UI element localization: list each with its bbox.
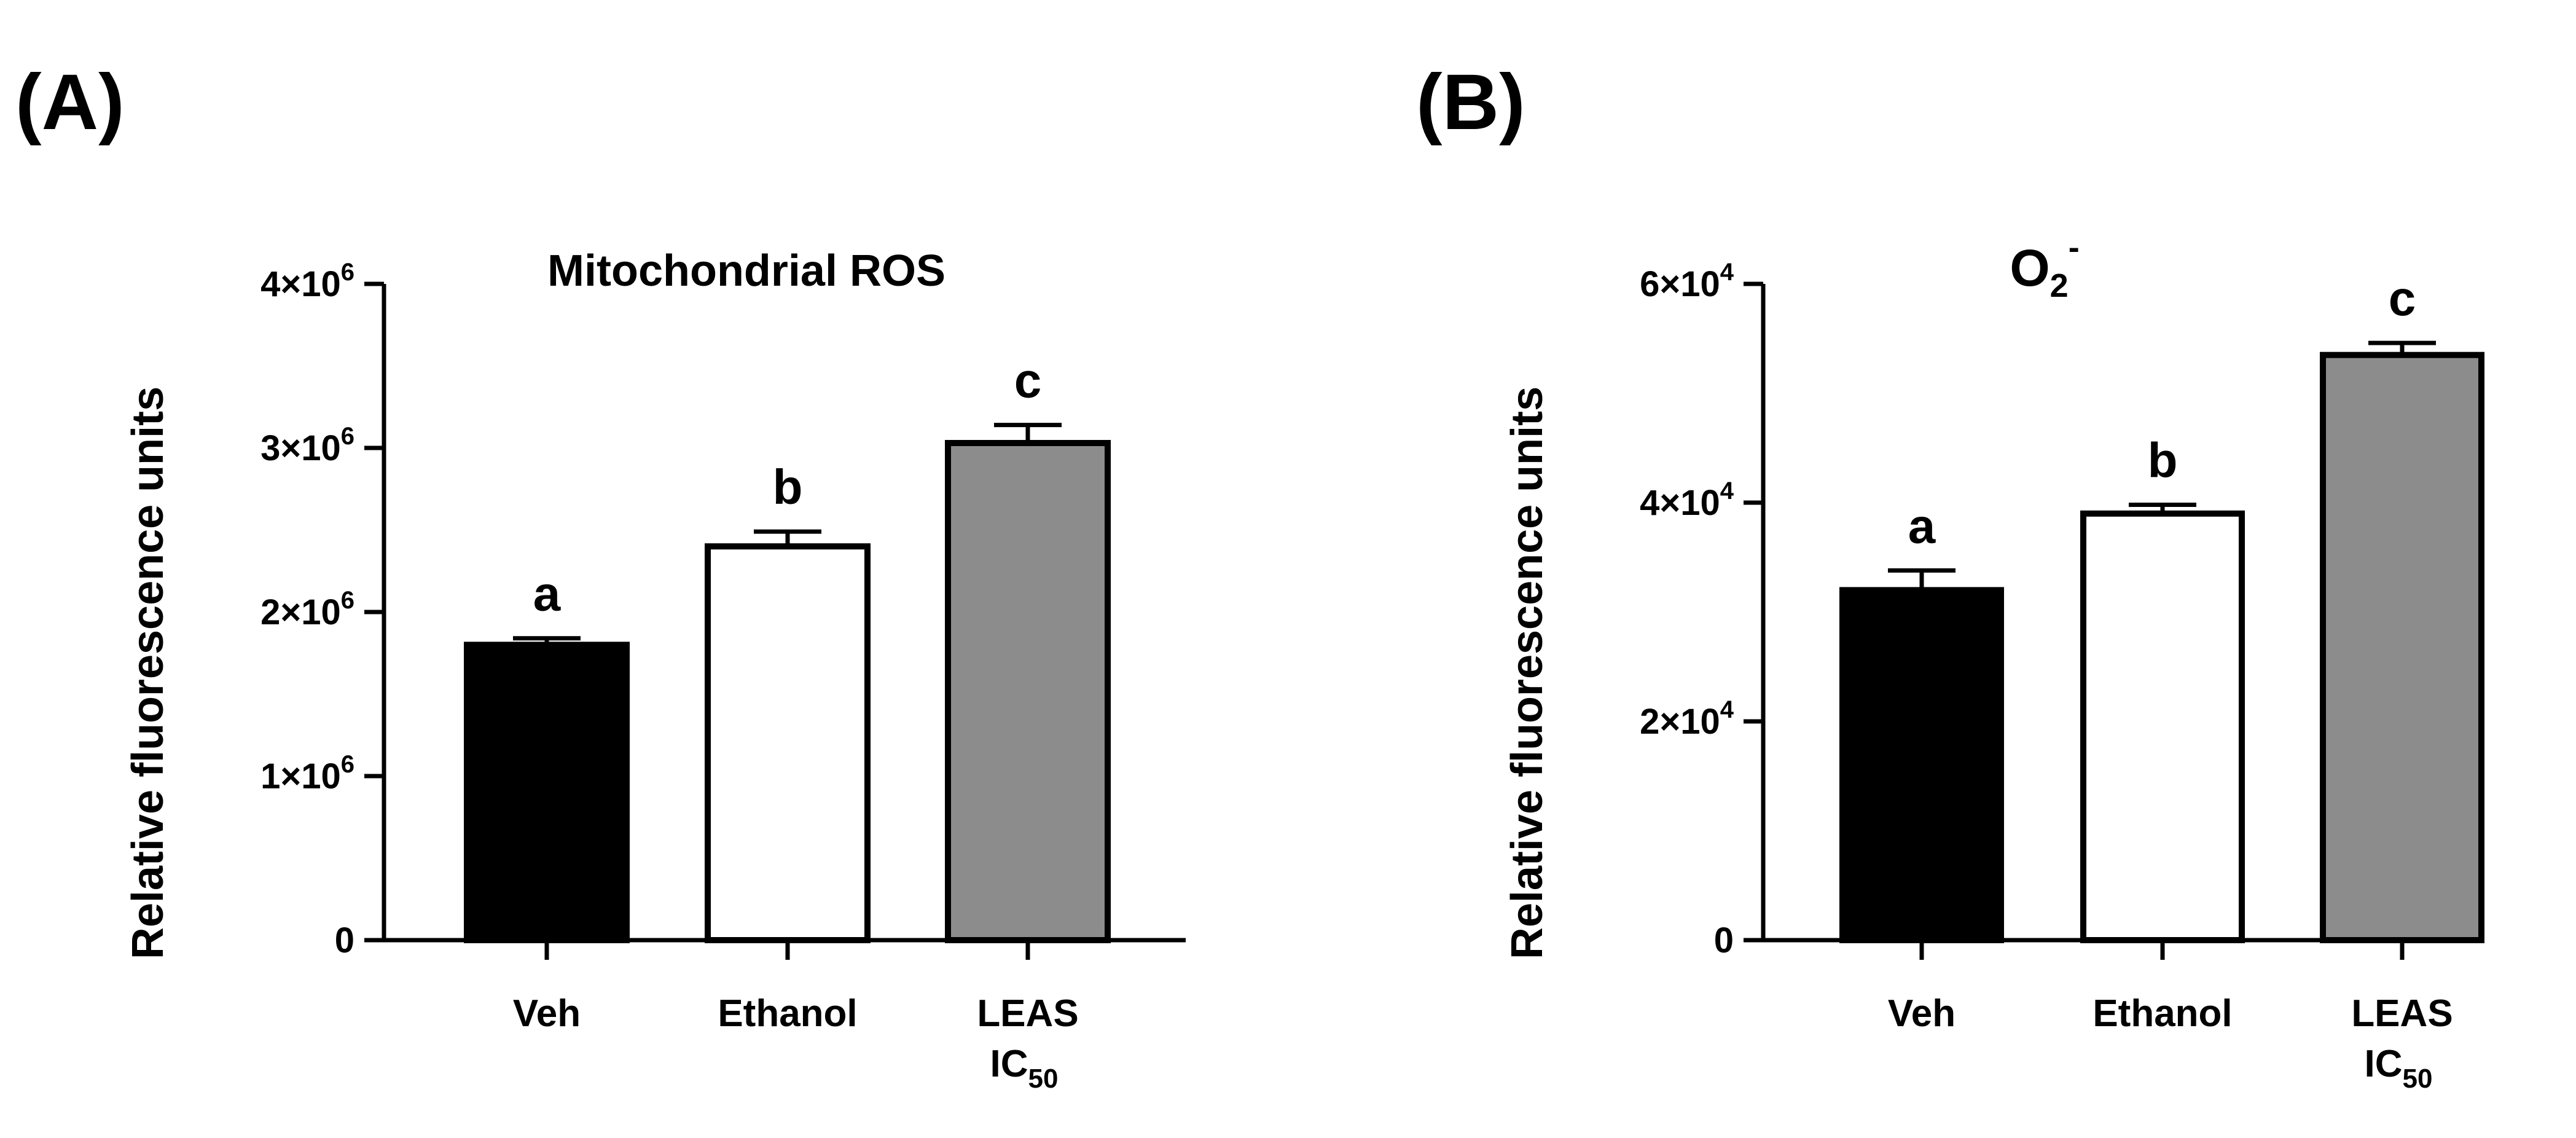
y-tick-exponent: 6 xyxy=(341,423,354,450)
category-main: IC xyxy=(2365,1043,2403,1085)
panel-b-y-tick-label: 2×104 xyxy=(1640,696,1734,742)
panel-b: (B) O2- Relative fluorescence units 0 2×1… xyxy=(1416,58,2484,1094)
panel-a-category-label-line2: IC50 xyxy=(990,1043,1059,1094)
panel-a-y-axis-label: Relative fluorescence units xyxy=(123,387,173,959)
panel-a-y-tick-label: 3×106 xyxy=(260,423,354,468)
panel-a-y-tick-label: 0 xyxy=(335,920,354,960)
panel-b-significance-letter: a xyxy=(1908,498,1936,553)
panel-a-significance-letter: b xyxy=(773,460,803,514)
panel-b-title: O2- xyxy=(2010,229,2079,304)
y-tick-exponent: 6 xyxy=(341,751,354,778)
y-tick-exponent: 6 xyxy=(341,259,354,286)
panel-a-y-tick-label: 1×106 xyxy=(260,751,354,796)
y-tick-mantissa: 1×10 xyxy=(260,756,341,796)
panel-a-plot: 01×1062×1063×1064×106aVehbEthanolcLEASIC… xyxy=(260,259,1186,1094)
panel-b-title-sup: - xyxy=(2069,229,2080,266)
panel-b-category-label-line2: IC50 xyxy=(2365,1043,2433,1094)
panel-b-category-label: LEAS xyxy=(2351,992,2453,1035)
y-tick-mantissa: 2×10 xyxy=(260,592,341,632)
y-tick-mantissa: 0 xyxy=(335,920,354,960)
y-tick-exponent: 6 xyxy=(341,587,354,614)
panel-b-significance-letter: b xyxy=(2148,433,2178,488)
y-tick-mantissa: 4×10 xyxy=(1640,483,1720,523)
y-tick-exponent: 4 xyxy=(1720,477,1734,504)
panel-a-title: Mitochondrial ROS xyxy=(547,246,945,296)
y-tick-mantissa: 6×10 xyxy=(1640,264,1720,304)
panel-a-category-label: LEAS xyxy=(977,992,1078,1035)
panel-a-y-tick-label: 4×106 xyxy=(260,259,354,304)
panel-a-category-label: Veh xyxy=(513,992,581,1035)
panel-b-title-main: O xyxy=(2010,239,2049,297)
panel-a-category-label: Ethanol xyxy=(718,992,857,1035)
panel-a-bar xyxy=(464,642,630,944)
panel-b-y-tick-label: 6×104 xyxy=(1640,259,1734,304)
panel-b-label: (B) xyxy=(1416,58,1525,146)
panel-b-category-label: Ethanol xyxy=(2093,992,2232,1035)
panel-b-bar xyxy=(2080,510,2245,943)
panel-a-bar xyxy=(945,439,1111,943)
category-subscript: 50 xyxy=(2403,1064,2433,1094)
panel-b-bar xyxy=(1839,587,2004,943)
panel-a-y-tick-label: 2×106 xyxy=(260,587,354,632)
y-tick-mantissa: 2×10 xyxy=(1640,702,1720,742)
panel-a-significance-letter: a xyxy=(533,567,561,621)
panel-b-y-axis-label: Relative fluorescence units xyxy=(1503,387,1552,959)
panel-b-category-label: Veh xyxy=(1888,992,1955,1035)
panel-b-y-tick-label: 0 xyxy=(1714,920,1734,960)
panel-b-significance-letter: c xyxy=(2389,271,2416,326)
y-tick-exponent: 4 xyxy=(1720,259,1734,286)
y-tick-mantissa: 0 xyxy=(1714,920,1734,960)
panel-a-label: (A) xyxy=(15,58,125,146)
panel-b-title-sub: 2 xyxy=(2050,267,2069,304)
panel-a-significance-letter: c xyxy=(1014,353,1042,408)
category-subscript: 50 xyxy=(1028,1064,1059,1094)
panel-b-y-tick-label: 4×104 xyxy=(1640,477,1734,523)
category-main: IC xyxy=(990,1043,1028,1085)
y-tick-mantissa: 4×10 xyxy=(260,264,341,304)
panel-a: (A) Mitochondrial ROS Relative fluoresce… xyxy=(15,58,1186,1094)
y-tick-mantissa: 3×10 xyxy=(260,428,341,468)
panel-b-bar xyxy=(2320,351,2484,943)
y-tick-exponent: 4 xyxy=(1720,696,1734,723)
panel-a-bar xyxy=(705,543,871,943)
